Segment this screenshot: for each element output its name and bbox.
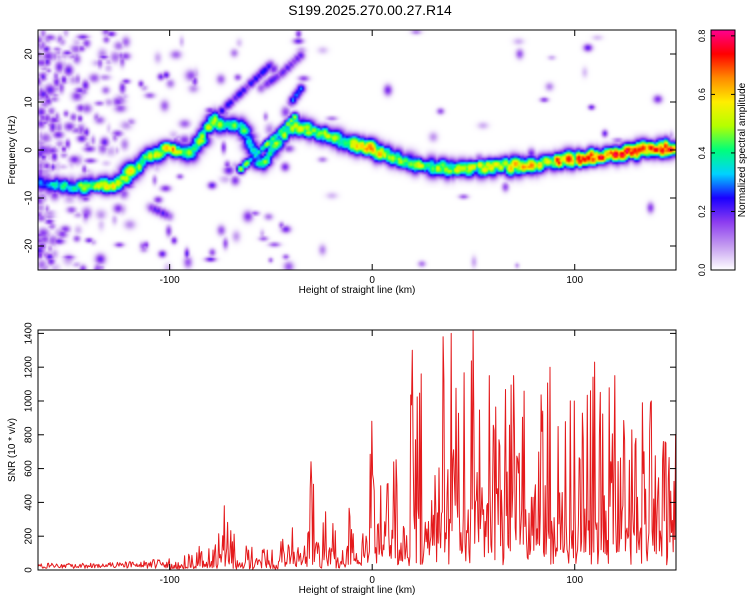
colorbar-label: Normalized spectral amplitude xyxy=(737,82,748,217)
snr-x-tick-label: 100 xyxy=(566,575,583,586)
spectrogram-heatmap xyxy=(38,30,676,270)
spectrogram-x-tick-label: 100 xyxy=(566,275,583,286)
snr-x-ticks: -100 0 100 xyxy=(160,330,584,586)
snr-frame xyxy=(37,329,677,571)
spectrogram-y-tick-label: 0 xyxy=(24,147,35,153)
colorbar-tick-label: 0.0 xyxy=(697,264,707,277)
colorbar-gradient xyxy=(710,29,736,271)
colorbar-tick-label: 0.6 xyxy=(697,88,707,101)
colorbar: 0.0 0.2 0.4 0.6 0.8 Normalized spectral ampl… xyxy=(697,29,748,277)
snr-y-tick-label: 0 xyxy=(24,567,35,573)
spectrogram-x-tick-label: -100 xyxy=(160,275,180,286)
spectrogram-y-tick-label: -10 xyxy=(24,190,35,205)
snr-x-label: Height of straight line (km) xyxy=(299,585,416,596)
colorbar-tick-label: 0.8 xyxy=(697,30,707,43)
spectrogram-y-ticks: 20 10 0 -10 -20 xyxy=(24,48,676,253)
spectrogram-y-tick-label: 10 xyxy=(24,96,35,108)
spectrogram-x-label: Height of straight line (km) xyxy=(299,285,416,296)
snr-y-ticks: 0 200 400 600 800 1000 1200 1400 xyxy=(24,322,676,573)
snr-x-tick-label: -100 xyxy=(160,575,180,586)
spectrogram-y-tick-label: 20 xyxy=(24,48,35,60)
colorbar-ticks: 0.0 0.2 0.4 0.6 0.8 xyxy=(697,30,735,277)
snr-panel: -100 0 100 0 200 400 600 800 1000 1200 1400 Heigh… xyxy=(7,322,677,596)
snr-y-tick-label: 1200 xyxy=(24,356,35,379)
snr-y-tick-label: 400 xyxy=(24,494,35,511)
snr-y-tick-label: 1400 xyxy=(24,322,35,345)
colorbar-tick-label: 0.4 xyxy=(697,147,707,160)
spectrogram-y-label: Frequency (Hz) xyxy=(7,116,18,185)
spectrogram-x-ticks: -100 0 100 xyxy=(160,30,584,286)
snr-x-tick-label: 0 xyxy=(369,575,375,586)
snr-series-line xyxy=(37,329,677,570)
colorbar-tick-label: 0.2 xyxy=(697,205,707,218)
snr-y-tick-label: 200 xyxy=(24,527,35,544)
figure-title: S199.2025.270.00.27.R14 xyxy=(288,2,452,18)
snr-y-tick-label: 800 xyxy=(24,426,35,443)
snr-y-tick-label: 600 xyxy=(24,460,35,477)
snr-y-tick-label: 1000 xyxy=(24,389,35,412)
spectrogram-x-tick-label: 0 xyxy=(369,275,375,286)
spectrogram-y-tick-label: -20 xyxy=(24,238,35,253)
snr-y-label: SNR (10 * v/v) xyxy=(7,418,18,482)
